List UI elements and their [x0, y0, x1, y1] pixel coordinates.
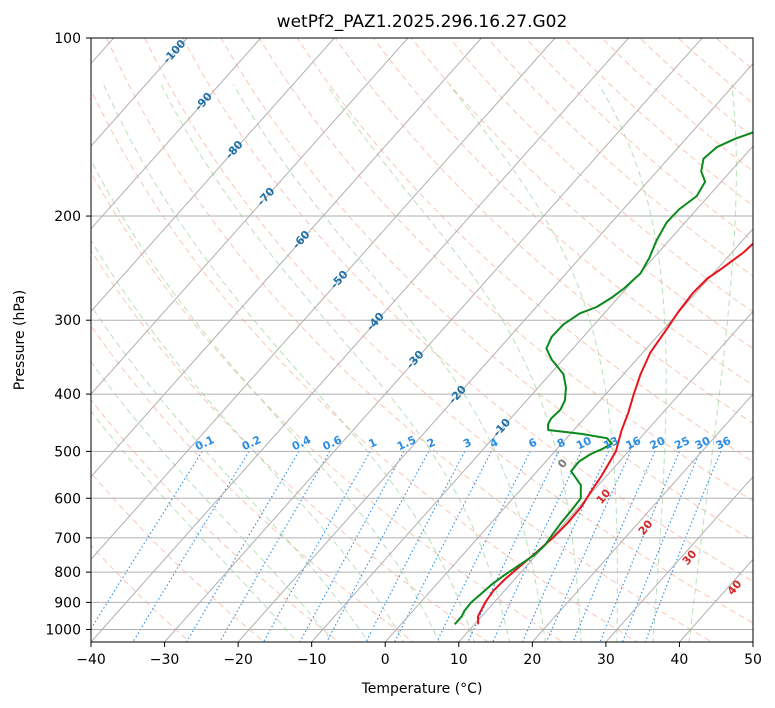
dry-adiabat — [144, 38, 753, 624]
mixing-ratio-line — [219, 451, 331, 642]
mixing-ratio-label: 36 — [714, 434, 734, 452]
x-axis: −40 −30 −20 −10 0 10 20 30 40 50 — [76, 642, 762, 668]
y-tick-label: 1000 — [45, 622, 81, 638]
dry-adiabat — [91, 171, 564, 642]
dry-adiabat — [448, 38, 753, 313]
isotherm-line — [91, 38, 483, 478]
y-axis: 100 200 300 400 500 600 700 800 900 1000 — [45, 31, 91, 638]
mixing-ratio-line — [621, 451, 701, 642]
profile-series — [453, 131, 753, 625]
y-tick-label: 900 — [54, 595, 81, 611]
mixing-ratio-line — [299, 451, 405, 642]
mixing-ratio-line — [467, 451, 560, 642]
moist-adiabat — [91, 360, 334, 642]
x-tick-label: 10 — [450, 652, 468, 668]
mixing-ratio-label: 20 — [648, 434, 668, 452]
dry-adiabat — [601, 38, 753, 172]
plot-frame — [90, 37, 754, 643]
dry-adiabat — [91, 249, 489, 642]
x-tick-label: 0 — [381, 652, 390, 668]
x-tick-label: 50 — [744, 652, 762, 668]
isotherm-line — [531, 393, 753, 642]
x-tick-label: −20 — [223, 652, 253, 668]
dry-adiabat — [258, 38, 753, 502]
y-tick-label: 800 — [54, 565, 81, 581]
x-axis-title: Temperature (°C) — [361, 681, 483, 697]
isotherm-line — [310, 145, 753, 642]
moist-adiabat — [232, 84, 546, 642]
mixing-ratio-line — [262, 451, 371, 642]
x-tick-label: 20 — [523, 652, 541, 668]
isotherm-line — [91, 38, 630, 642]
isotherm-line — [91, 38, 262, 230]
y-tick-label: 500 — [54, 444, 81, 460]
mixing-ratio-line — [572, 451, 656, 642]
moist-adiabat — [449, 84, 618, 642]
dry-adiabat — [334, 38, 753, 424]
y-tick-label: 600 — [54, 491, 81, 507]
y-tick-label: 200 — [54, 209, 81, 225]
mixing-ratio-label: 13 — [602, 434, 621, 452]
mixing-ratio-line — [185, 451, 300, 642]
moist-adiabat — [91, 410, 298, 642]
dry-adiabat — [91, 88, 639, 642]
dry-adiabat — [296, 38, 753, 463]
isotherm-line — [91, 38, 336, 313]
x-tick-label: −10 — [297, 652, 327, 668]
isotherm-line — [91, 38, 556, 561]
x-tick-label: −40 — [76, 652, 106, 668]
x-tick-label: 30 — [597, 652, 615, 668]
mixing-ratio-label: 30 — [693, 434, 713, 452]
mixing-ratio-line — [492, 451, 582, 642]
dry-adiabat — [91, 544, 191, 642]
x-tick-label: −30 — [150, 652, 180, 668]
mixing-ratio-line — [545, 451, 632, 642]
isotherm-line — [605, 475, 753, 642]
isotherm-line — [237, 62, 753, 642]
dewpoint-line — [453, 131, 753, 625]
y-axis-title: Pressure (hPa) — [12, 290, 28, 390]
mixing-ratio-label: 10 — [574, 434, 594, 452]
mixing-ratio-label: 16 — [624, 434, 644, 452]
dry-adiabat — [563, 38, 753, 207]
y-tick-label: 100 — [54, 31, 81, 47]
moist-adiabat — [598, 84, 667, 642]
dry-adiabat — [182, 38, 753, 582]
isotherm-line — [91, 38, 409, 395]
moist-adiabat — [91, 304, 369, 642]
mixing-ratio-label: 25 — [672, 434, 691, 452]
mixing-ratio-line — [644, 451, 722, 642]
y-tick-label: 400 — [54, 387, 81, 403]
moist-adiabat — [91, 159, 440, 642]
dry-adiabat — [220, 38, 753, 542]
dry-adiabat — [91, 399, 340, 642]
dry-adiabat — [106, 38, 713, 642]
isotherm-line — [163, 38, 703, 642]
isotherm-line — [384, 228, 753, 642]
moist-adiabat — [160, 84, 511, 642]
mixing-ratio-line — [436, 451, 531, 642]
isotherm-line — [91, 38, 188, 147]
moist-adiabat — [326, 84, 582, 642]
mixing-ratio-line — [521, 451, 610, 642]
dry-adiabat — [487, 38, 753, 277]
x-tick-label: 40 — [671, 652, 689, 668]
pressure-gridlines — [91, 38, 753, 630]
chart-title: wetPf2_PAZ1.2025.296.16.27.G02 — [277, 12, 568, 32]
moist-adiabat — [688, 84, 737, 642]
mixing-ratio-line — [394, 451, 492, 642]
y-tick-label: 300 — [54, 313, 81, 329]
y-tick-label: 700 — [54, 531, 81, 547]
mixing-ratio-line — [599, 451, 681, 642]
